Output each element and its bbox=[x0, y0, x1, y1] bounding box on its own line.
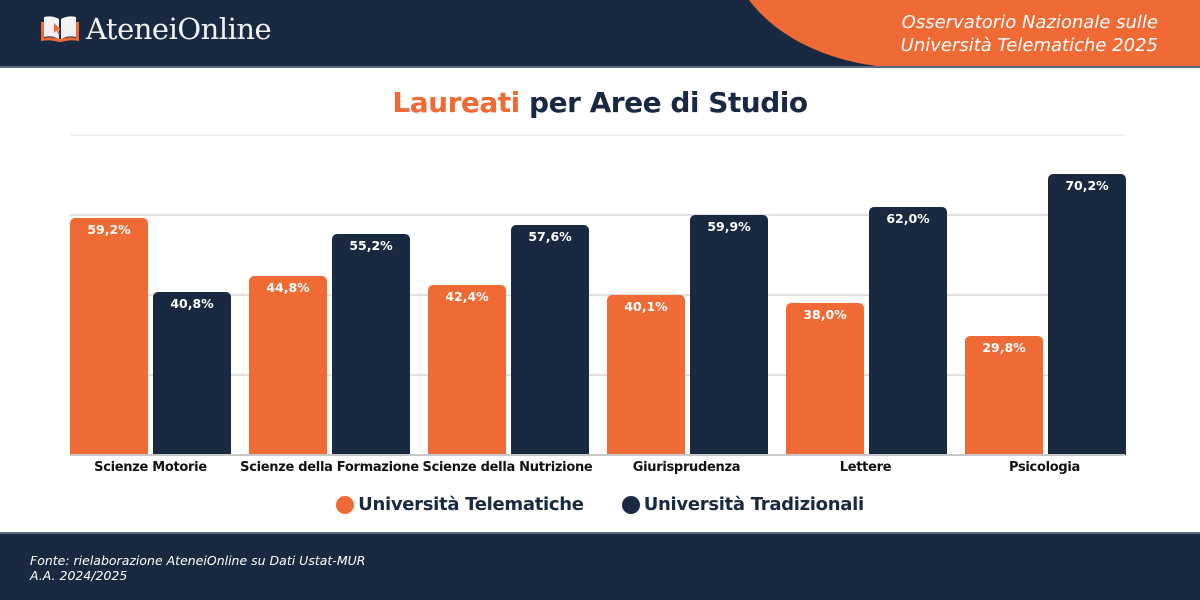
bar-tradizionali-psicologia[interactable]: 70,2% bbox=[1048, 174, 1126, 455]
brand-logo[interactable]: AteneiOnline bbox=[40, 11, 272, 46]
header-subtitle-line2: Università Telematiche 2025 bbox=[900, 35, 1158, 56]
bar-value-label: 62,0% bbox=[886, 211, 930, 226]
x-axis-label-scienze-motorie: Scienze Motorie bbox=[94, 460, 207, 475]
header-subtitle-line1: Osservatorio Nazionale sulle bbox=[901, 12, 1158, 33]
bar-telematiche-giurisprudenza[interactable]: 40,1% bbox=[607, 295, 685, 455]
bar-value-label: 57,6% bbox=[528, 229, 572, 244]
bar-value-label: 40,1% bbox=[624, 299, 668, 314]
chart-title: Laureati per Aree di Studio bbox=[0, 86, 1200, 119]
bar-value-label: 29,8% bbox=[982, 340, 1026, 355]
chart-title-accent: Laureati bbox=[392, 86, 520, 119]
bar-telematiche-psicologia[interactable]: 29,8% bbox=[965, 336, 1043, 455]
header-divider bbox=[0, 66, 1200, 68]
gridline-20 bbox=[70, 374, 1125, 376]
footer-banner: Fonte: rielaborazione AteneiOnline su Da… bbox=[0, 532, 1200, 600]
bar-value-label: 70,2% bbox=[1065, 178, 1109, 193]
x-axis-label-giurisprudenza: Giurisprudenza bbox=[632, 460, 741, 475]
chart-title-rest: per Aree di Studio bbox=[519, 86, 808, 119]
bar-value-label: 40,8% bbox=[170, 296, 214, 311]
x-axis-label-lettere: Lettere bbox=[839, 460, 892, 475]
bar-telematiche-scienze-nutrizione[interactable]: 42,4% bbox=[428, 285, 506, 455]
bar-value-label: 42,4% bbox=[445, 289, 489, 304]
x-axis-label-psicologia: Psicologia bbox=[1008, 460, 1081, 475]
bar-value-label: 38,0% bbox=[803, 307, 847, 322]
bar-telematiche-scienze-formazione[interactable]: 44,8% bbox=[249, 276, 327, 455]
legend-item-telematiche[interactable]: Università Telematiche bbox=[336, 494, 584, 515]
bar-telematiche-scienze-motorie[interactable]: 59,2% bbox=[70, 218, 148, 455]
source-line: Fonte: rielaborazione AteneiOnline su Da… bbox=[30, 553, 366, 568]
bar-telematiche-lettere[interactable]: 38,0% bbox=[786, 303, 864, 455]
orange-circle-icon bbox=[336, 495, 355, 514]
bar-value-label: 44,8% bbox=[266, 280, 310, 295]
bar-tradizionali-scienze-formazione[interactable]: 55,2% bbox=[332, 234, 410, 455]
bar-tradizionali-giurisprudenza[interactable]: 59,9% bbox=[690, 215, 768, 455]
x-axis-label-scienze-formazione: Scienze della Formazione bbox=[240, 460, 419, 475]
bar-tradizionali-lettere[interactable]: 62,0% bbox=[869, 207, 947, 455]
bar-value-label: 55,2% bbox=[349, 238, 393, 253]
gridline-60 bbox=[70, 214, 1125, 216]
x-axis-baseline bbox=[70, 454, 1125, 456]
legend-label: Università Telematiche bbox=[358, 494, 584, 515]
academic-year-line: A.A. 2024/2025 bbox=[30, 568, 128, 583]
legend-item-tradizionali[interactable]: Università Tradizionali bbox=[621, 494, 864, 515]
bar-value-label: 59,2% bbox=[87, 222, 131, 237]
x-axis-label-scienze-nutrizione: Scienze della Nutrizione bbox=[422, 460, 593, 475]
navy-circle-icon bbox=[621, 495, 640, 514]
source-note: Fonte: rielaborazione AteneiOnline su Da… bbox=[30, 553, 365, 583]
brand-name: AteneiOnline bbox=[86, 11, 272, 46]
gridline-40 bbox=[70, 294, 1125, 296]
legend-label: Università Tradizionali bbox=[643, 494, 864, 515]
bar-value-label: 59,9% bbox=[707, 219, 751, 234]
title-separator bbox=[70, 134, 1125, 136]
bar-tradizionali-scienze-nutrizione[interactable]: 57,6% bbox=[511, 225, 589, 455]
header-subtitle: Osservatorio Nazionale sulle Università … bbox=[901, 11, 1158, 57]
bar-tradizionali-scienze-motorie[interactable]: 40,8% bbox=[153, 292, 231, 455]
header-banner: AteneiOnline Osservatorio Nazionale sull… bbox=[0, 0, 1200, 68]
chart-legend: Università Telematiche Università Tradiz… bbox=[0, 494, 1200, 515]
bar-chart-plot-area: 59,2% 40,8% 44,8% 55,2% 42,4% 57,6% 40,1… bbox=[70, 135, 1126, 456]
open-book-cursor-icon bbox=[40, 14, 80, 44]
